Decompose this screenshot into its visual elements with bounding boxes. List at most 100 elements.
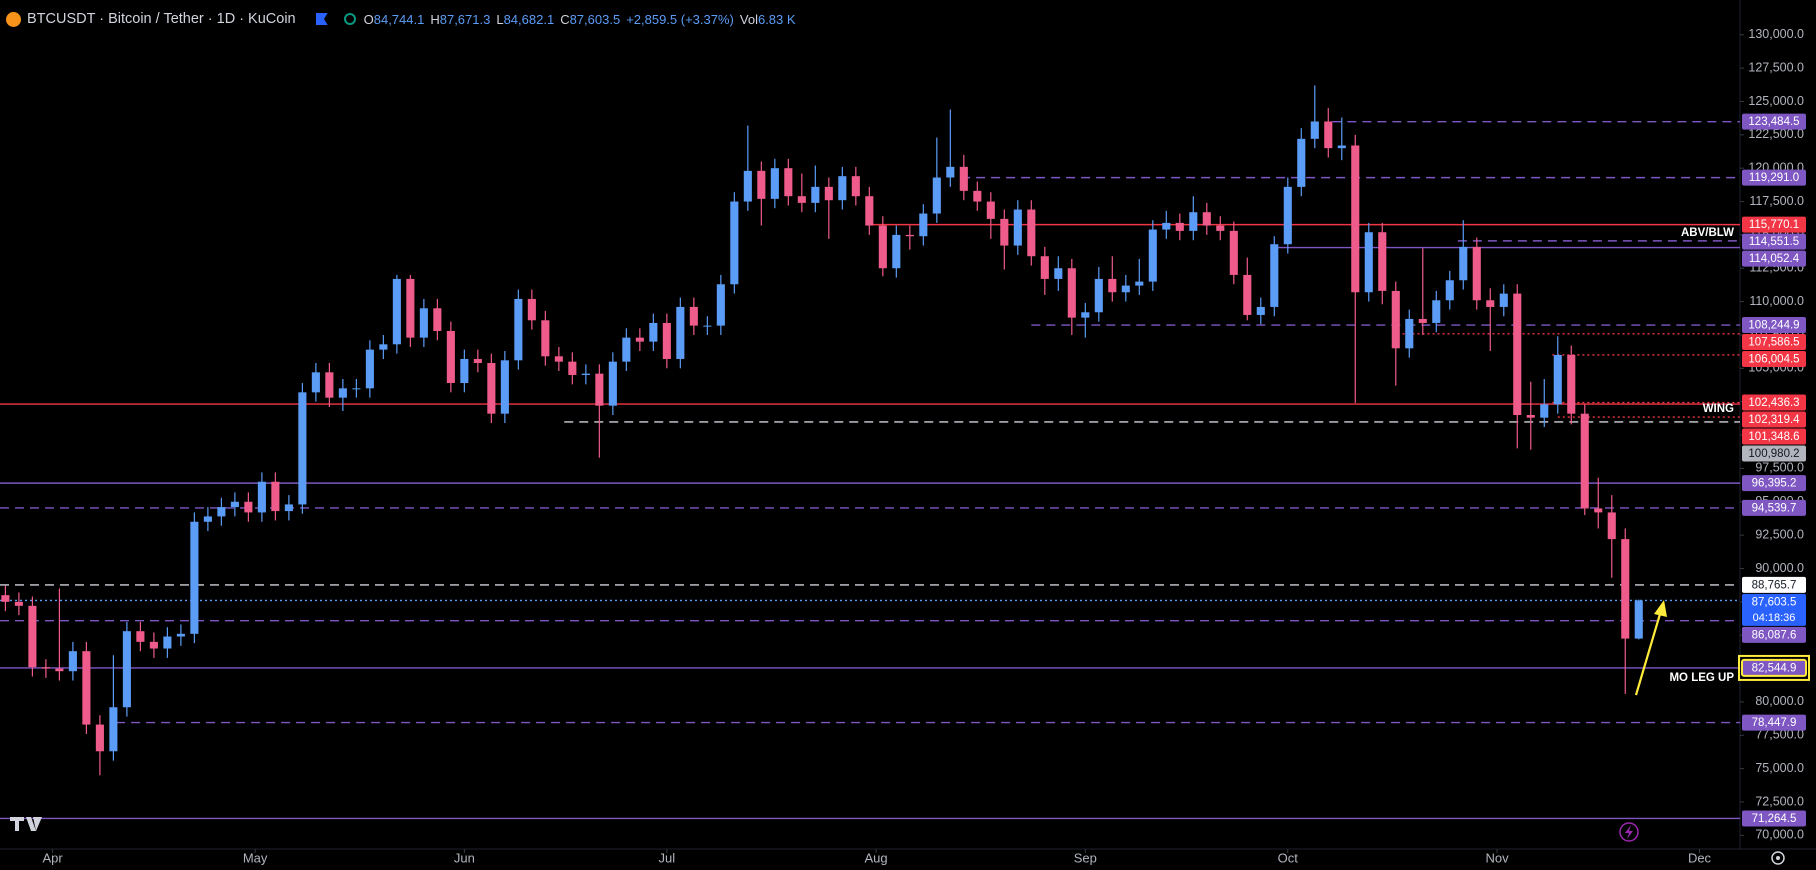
lightning-icon[interactable] xyxy=(1625,825,1633,839)
candle-body xyxy=(298,392,307,505)
y-tick-label: 92,500.0 xyxy=(1755,527,1804,541)
x-tick-label: Sep xyxy=(1074,850,1097,865)
candle-body xyxy=(163,636,172,649)
x-tick-label: Aug xyxy=(865,850,888,865)
candle-body xyxy=(176,633,185,637)
candle-body xyxy=(311,372,320,393)
candle-body xyxy=(1634,600,1643,639)
ohlc-value: 84,744.1 xyxy=(373,11,425,27)
flag-icon[interactable] xyxy=(315,13,328,25)
candle-body xyxy=(1,595,10,602)
y-tick-label: 90,000.0 xyxy=(1755,561,1804,575)
candle-body xyxy=(1594,508,1603,513)
candle-body xyxy=(838,176,847,201)
candle-body xyxy=(1148,229,1157,282)
candle-body xyxy=(1580,413,1589,509)
candle-body xyxy=(1027,209,1036,257)
settings-button[interactable] xyxy=(1771,851,1785,865)
candle-body xyxy=(338,388,347,398)
candle-body xyxy=(703,325,712,327)
candle-body xyxy=(406,278,415,338)
candle-body xyxy=(1108,278,1117,293)
candle-body xyxy=(1189,212,1198,231)
candle-body xyxy=(1000,218,1009,246)
y-tick-label: 70,000.0 xyxy=(1755,828,1804,842)
arrow-shaft xyxy=(1634,613,1662,696)
y-tick-label: 75,000.0 xyxy=(1755,761,1804,775)
candle-body xyxy=(689,306,698,326)
candle-body xyxy=(1567,354,1576,414)
lightning-button[interactable] xyxy=(1619,822,1639,842)
price-label-bg xyxy=(1742,394,1806,411)
candle-body xyxy=(136,631,145,642)
candle-body xyxy=(1405,318,1414,349)
candle-body xyxy=(379,344,388,350)
candle-body xyxy=(554,356,563,362)
candle-body xyxy=(959,166,968,191)
x-tick-label: Dec xyxy=(1688,850,1712,865)
candle-body xyxy=(55,668,64,672)
candle-body xyxy=(1553,354,1562,405)
price-label: 87,603.5 xyxy=(1752,596,1797,608)
price-label: 101,348.6 xyxy=(1748,431,1799,443)
price-label-bg xyxy=(1742,334,1806,351)
price-label-bg xyxy=(1742,216,1806,233)
price-label-bg xyxy=(1742,626,1806,643)
y-tick-label: 125,000.0 xyxy=(1748,94,1804,108)
price-label-bg xyxy=(1742,593,1806,626)
candle-body xyxy=(1540,404,1549,418)
candle-body xyxy=(446,330,455,383)
price-countdown: 04:18:36 xyxy=(1753,612,1796,624)
button-ring[interactable] xyxy=(1619,822,1639,842)
candle-body xyxy=(1459,246,1468,281)
candle-body xyxy=(14,601,23,606)
price-label-bg xyxy=(1742,250,1806,267)
price-label: 82,544.9 xyxy=(1752,662,1797,674)
price-label: 71,264.5 xyxy=(1752,813,1797,825)
price-label: 88,765.7 xyxy=(1752,579,1797,591)
candle-body xyxy=(190,521,199,634)
tv-logo[interactable] xyxy=(10,817,42,831)
candle-body xyxy=(824,186,833,201)
symbol-title[interactable]: BTCUSDT · Bitcoin / Tether · 1D · KuCoin xyxy=(27,11,296,27)
candle-body xyxy=(68,651,77,672)
price-label: 108,244.9 xyxy=(1748,320,1799,332)
gear-icon[interactable] xyxy=(1771,851,1785,865)
candle-body xyxy=(419,308,428,338)
candle-body xyxy=(649,322,658,342)
candle-body xyxy=(1162,222,1171,230)
candle-body xyxy=(784,168,793,197)
candle-body xyxy=(1445,280,1454,301)
price-label-bg xyxy=(1742,317,1806,334)
candle-body xyxy=(757,170,766,199)
candle-body xyxy=(919,213,928,237)
candle-body xyxy=(284,504,293,512)
candle-body xyxy=(662,322,671,359)
candle-body xyxy=(541,320,550,357)
candle-body xyxy=(1621,539,1630,639)
candle-body xyxy=(1432,300,1441,323)
y-tick-label: 110,000.0 xyxy=(1749,294,1804,308)
price-label-bg xyxy=(1742,113,1806,130)
y-tick-label: 117,500.0 xyxy=(1749,194,1804,208)
x-tick-label: Apr xyxy=(43,850,64,865)
candle-body xyxy=(1310,121,1319,139)
volume-key: Vol xyxy=(739,11,758,27)
ohlc-values: O 84,744.1 H 87,671.3 L 84,682.1 C 87,603.5 +2,8… xyxy=(364,12,802,27)
price-label-bg xyxy=(1742,810,1806,827)
candle-body xyxy=(1364,232,1373,293)
price-label: 94,539.7 xyxy=(1752,502,1797,514)
candle-body xyxy=(797,196,806,203)
gear-center[interactable] xyxy=(1776,856,1780,860)
price-label: 100,980.2 xyxy=(1748,448,1799,460)
candle-body xyxy=(365,349,374,389)
price-label: 96,395.2 xyxy=(1752,478,1797,490)
market-status xyxy=(343,13,356,25)
y-tick-label: 72,500.0 xyxy=(1755,794,1804,808)
logo-mark[interactable] xyxy=(10,817,42,831)
candle-body xyxy=(1378,232,1387,291)
candle-body xyxy=(946,166,955,178)
price-label: 107,586.5 xyxy=(1748,337,1799,349)
